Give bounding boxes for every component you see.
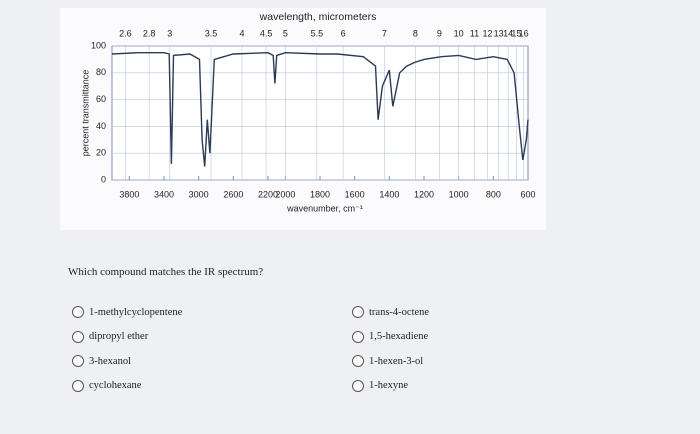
x-tick-label: 2600 [223, 189, 243, 199]
radio-button[interactable] [72, 379, 84, 392]
x2-tick-label: 2.8 [143, 28, 156, 38]
option-text: cyclohexane [89, 380, 142, 391]
x2-tick-label: 4.5 [260, 28, 273, 38]
radio-button[interactable] [352, 306, 364, 318]
x-tick-label: 2200 [258, 189, 278, 199]
x2-tick-label: 6 [341, 28, 346, 38]
top-axis-title: wavelength, micrometers [259, 11, 377, 23]
option-text: 1-hexyne [369, 380, 409, 391]
answer-option[interactable]: 1,5-hexadiene [352, 330, 429, 343]
option-text: 1-methylcyclopentene [89, 306, 183, 318]
x2-tick-label: 2.6 [119, 28, 132, 38]
y-tick-label: 0 [101, 174, 106, 184]
x2-tick-label: 15 [511, 28, 521, 38]
option-text: trans-4-octene [369, 306, 430, 318]
y-tick-label: 20 [96, 148, 106, 158]
x-tick-label: 1000 [449, 189, 469, 199]
option-text: 1-hexen-3-ol [369, 355, 424, 367]
radio-button[interactable] [72, 306, 84, 318]
x-tick-label: 1400 [379, 189, 399, 199]
x-tick-label: 600 [520, 189, 535, 199]
y-tick-label: 60 [96, 94, 106, 104]
radio-button[interactable] [352, 379, 364, 392]
radio-button[interactable] [352, 330, 364, 343]
x-axis-title: wavenumber, cm⁻¹ [286, 203, 363, 213]
x2-tick-label: 14 [503, 28, 513, 38]
answer-option[interactable]: trans-4-octene [352, 306, 429, 318]
x2-tick-label: 8 [413, 28, 418, 38]
plot-area [111, 45, 529, 181]
answer-option[interactable]: 3-hexanol [72, 355, 131, 367]
x2-tick-label: 16 [519, 28, 529, 38]
option-text: 3-hexanol [89, 355, 131, 367]
x2-tick-label: 4 [239, 28, 244, 38]
x-tick-label: 3400 [154, 189, 174, 199]
x2-tick-label: 9 [437, 28, 442, 38]
x2-tick-label: 10 [454, 28, 464, 38]
option-text: dipropyl ether [89, 331, 149, 342]
y-axis-title: percent transmittance [80, 70, 90, 157]
option-text: 1,5-hexadiene [369, 331, 429, 342]
x2-tick-label: 3 [167, 28, 172, 38]
question: Which compound matches the IR spectrum? [68, 266, 264, 278]
x-tick-label: 1800 [310, 189, 330, 199]
y-tick-label: 100 [91, 40, 106, 50]
y-tick-label: 80 [96, 67, 106, 77]
radio-button[interactable] [352, 355, 364, 367]
x2-tick-label: 13 [494, 28, 504, 38]
answer-option[interactable]: 1-hexyne [352, 379, 409, 392]
x-tick-label: 2000 [275, 189, 295, 199]
answer-option[interactable]: 1-methylcyclopentene [72, 306, 182, 318]
x-tick-label: 1600 [345, 189, 365, 199]
answer-option[interactable]: dipropyl ether [72, 330, 149, 343]
y-tick-label: 40 [96, 121, 106, 131]
answer-option[interactable]: 1-hexen-3-ol [352, 355, 423, 367]
x-tick-label: 3800 [119, 189, 139, 199]
x-tick-label: 800 [486, 189, 501, 199]
x-tick-label: 3000 [189, 189, 209, 199]
x2-tick-label: 5.5 [311, 28, 324, 38]
x2-tick-label: 3.5 [205, 28, 218, 38]
x2-tick-label: 12 [483, 28, 493, 38]
radio-button[interactable] [72, 330, 84, 343]
x2-tick-label: 11 [470, 28, 479, 38]
spectrum-line [111, 51, 529, 167]
x-tick-label: 1200 [414, 189, 434, 199]
x2-tick-label: 5 [283, 28, 288, 38]
x2-tick-label: 7 [382, 28, 387, 38]
answer-option[interactable]: cyclohexane [72, 379, 142, 392]
radio-button[interactable] [72, 355, 84, 367]
